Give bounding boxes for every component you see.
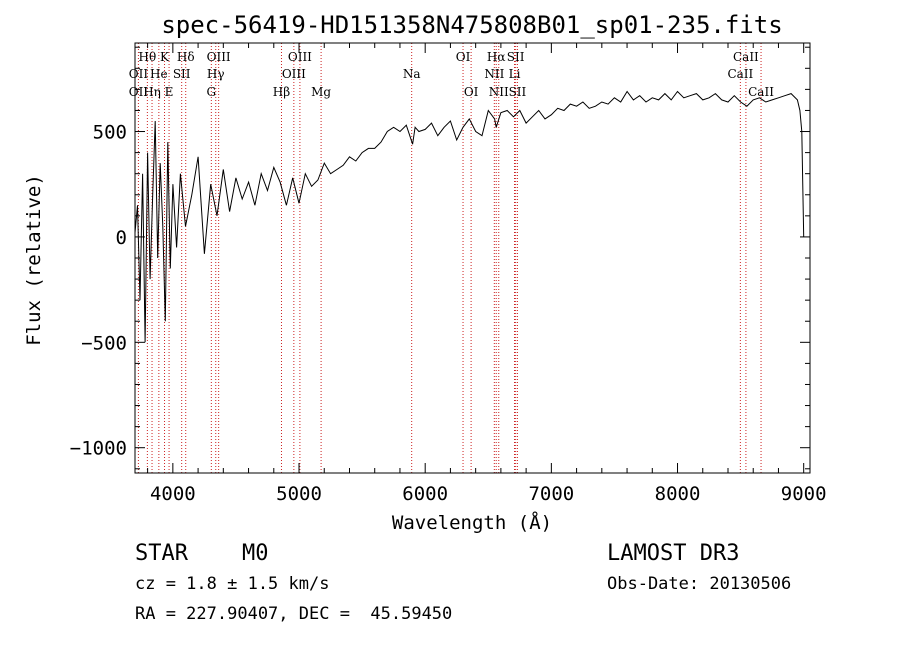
spectral-line-label: CaII bbox=[727, 67, 753, 81]
spectral-line-label: Hα bbox=[487, 50, 506, 64]
y-tick-label: 500 bbox=[93, 122, 127, 144]
spectral-line-label: OIII bbox=[282, 67, 306, 81]
spectral-line-markers bbox=[137, 43, 762, 473]
spectral-line-label: K bbox=[160, 50, 170, 64]
spectral-line-label: Hδ bbox=[177, 50, 195, 64]
x-tick-label: 7000 bbox=[528, 483, 574, 505]
x-tick-label: 6000 bbox=[402, 483, 448, 505]
spectral-line-label: He bbox=[150, 67, 168, 81]
plot-frame bbox=[134, 42, 811, 474]
x-tick-label: 4000 bbox=[150, 483, 196, 505]
redshift-cz: cz = 1.8 ± 1.5 km/s bbox=[135, 574, 330, 594]
observation-date: Obs-Date: 20130506 bbox=[607, 574, 792, 594]
object-subclass: M0 bbox=[242, 541, 269, 566]
spectral-line-label: OIII bbox=[288, 50, 312, 64]
spectral-line-label: CaII bbox=[733, 50, 759, 64]
x-axis-ticks: 4000 5000 6000 7000 8000 9000 bbox=[147, 43, 827, 505]
spectral-line-label: Hβ bbox=[273, 85, 290, 99]
spectral-line-label: Hη bbox=[143, 85, 161, 99]
y-tick-label: −500 bbox=[81, 332, 127, 354]
spectral-line-label: SII bbox=[509, 85, 527, 99]
x-tick-label: 8000 bbox=[655, 483, 701, 505]
object-class: STAR bbox=[135, 541, 188, 566]
y-tick-label: 0 bbox=[116, 227, 127, 249]
spectral-line-label: OI bbox=[456, 50, 471, 64]
coordinates: RA = 227.90407, DEC = 45.59450 bbox=[135, 604, 453, 624]
spectrum-series-line bbox=[134, 90, 805, 343]
spectral-line-label: Hγ bbox=[207, 67, 225, 81]
spectral-line-label: CaII bbox=[748, 85, 774, 99]
spectral-line-label: E bbox=[165, 85, 174, 99]
spectral-line-label: OII bbox=[129, 67, 149, 81]
y-tick-label: −1000 bbox=[70, 438, 127, 460]
y-axis-ticks: −1000 −500 0 500 bbox=[70, 46, 810, 470]
spectral-line-label: Li bbox=[509, 67, 521, 81]
chart-title: spec-56419-HD151358N475808B01_sp01-235.f… bbox=[161, 11, 782, 39]
spectral-line-label: Na bbox=[403, 67, 421, 81]
x-axis-label: Wavelength (Å) bbox=[392, 511, 552, 534]
x-tick-label: 5000 bbox=[276, 483, 322, 505]
spectral-line-label: NII bbox=[489, 85, 509, 99]
y-axis-label: Flux (relative) bbox=[23, 174, 45, 346]
spectral-line-label: SII bbox=[173, 67, 191, 81]
survey-name: LAMOST DR3 bbox=[607, 541, 740, 566]
spectral-line-label: OI bbox=[464, 85, 479, 99]
spectral-line-label: G bbox=[207, 85, 217, 99]
spectral-line-label: NII bbox=[484, 67, 504, 81]
spectral-line-label: Mg bbox=[311, 85, 331, 99]
x-tick-label: 9000 bbox=[781, 483, 827, 505]
spectral-line-label: Hθ bbox=[139, 50, 157, 64]
spectral-line-label: SII bbox=[507, 50, 525, 64]
spectral-line-label: OIII bbox=[207, 50, 231, 64]
spectral-line-label: OII bbox=[129, 85, 149, 99]
